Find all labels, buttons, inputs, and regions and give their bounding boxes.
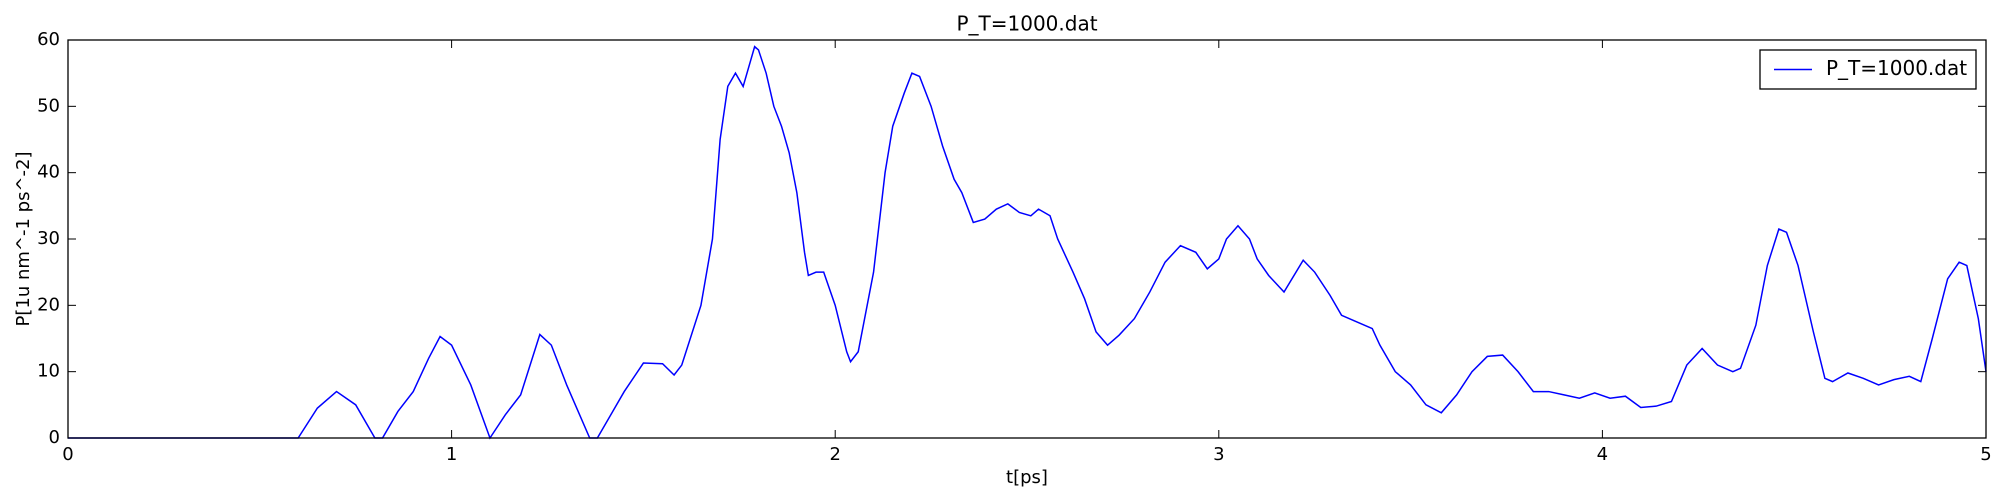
chart-title: P_T=1000.dat: [956, 12, 1097, 36]
x-tick-label: 5: [1980, 444, 1991, 465]
x-tick-label: 4: [1597, 444, 1608, 465]
y-tick-label: 50: [37, 95, 60, 116]
x-tick-label: 3: [1213, 444, 1224, 465]
y-tick-label: 40: [37, 162, 60, 183]
data-line: [68, 45, 1987, 440]
y-tick-label: 20: [37, 294, 60, 315]
y-tick-label: 60: [37, 29, 60, 50]
y-axis-label: P[1u nm^-1 ps^-2]: [13, 151, 34, 326]
x-tick-label: 0: [62, 444, 73, 465]
legend-label: P_T=1000.dat: [1826, 56, 1967, 80]
x-tick-label: 1: [446, 444, 457, 465]
y-tick-label: 30: [37, 228, 60, 249]
plot-frame: [67, 39, 1987, 439]
y-tick-label: 0: [49, 427, 60, 448]
y-tick-label: 10: [37, 361, 60, 382]
x-tick-label: 2: [829, 444, 840, 465]
x-axis-label: t[ps]: [1006, 467, 1048, 488]
